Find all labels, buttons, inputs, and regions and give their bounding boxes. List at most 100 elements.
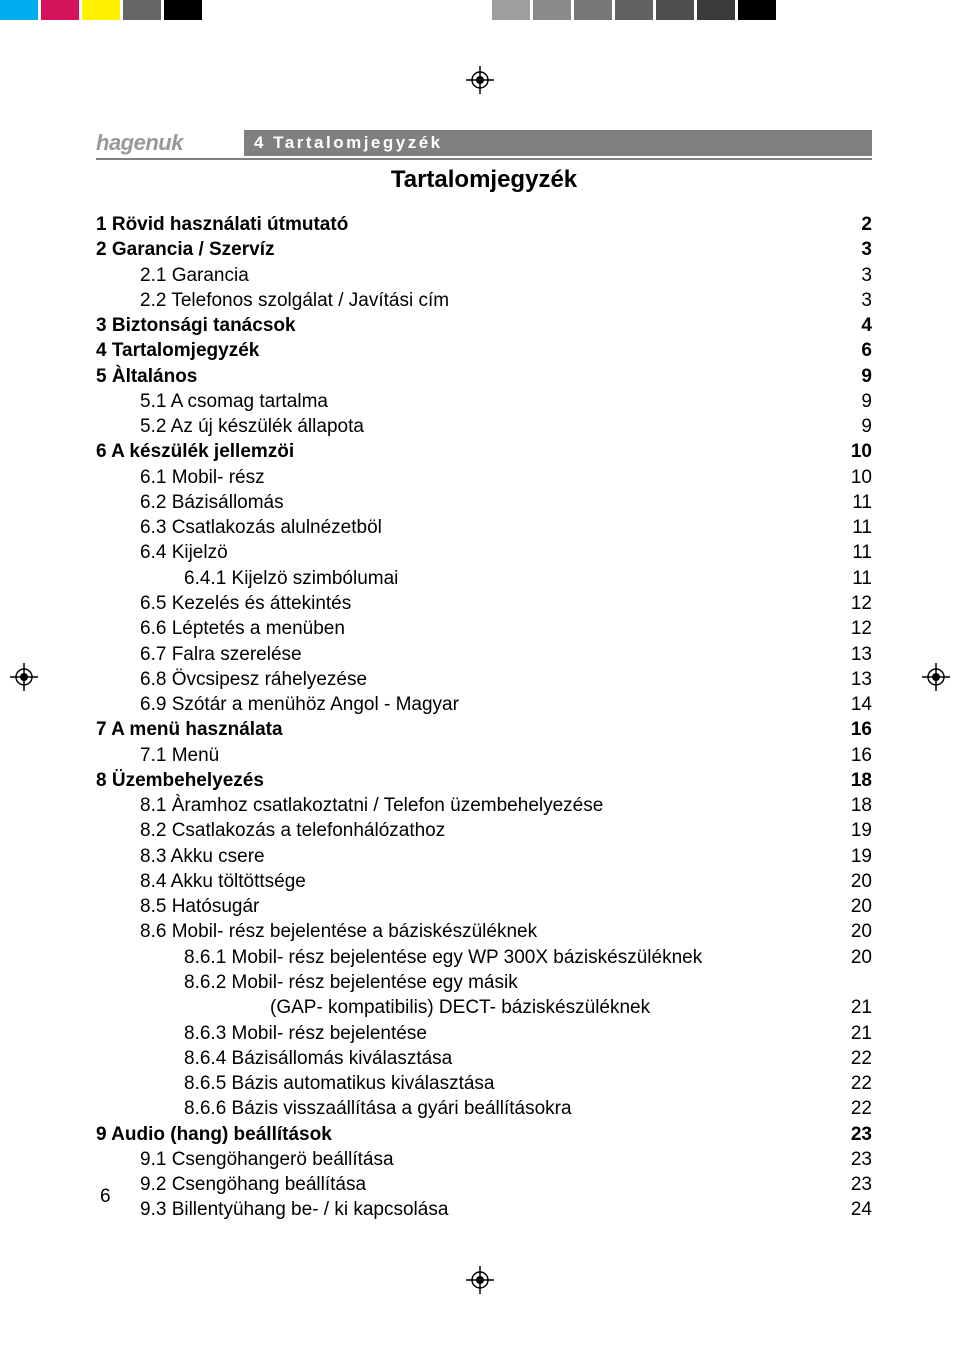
toc-row: 8.6.4 Bázisállomás kiválasztása 22: [184, 1046, 872, 1071]
toc-page: 9: [861, 414, 872, 439]
toc-page: 9: [861, 364, 872, 389]
toc-label: 7.1 Menü: [140, 743, 219, 768]
toc-page: 23: [851, 1147, 872, 1172]
printer-color-bar: [0, 0, 960, 20]
toc-label: 8.6.4 Bázisállomás kiválasztása: [184, 1046, 452, 1071]
toc-row: 9.1 Csengöhangerö beállítása 23: [140, 1147, 872, 1172]
toc-label: 6.7 Falra szerelése: [140, 642, 302, 667]
header-row: hagenuk 4 Tartalomjegyzék: [96, 130, 872, 156]
color-swatch: [41, 0, 79, 20]
toc-label: 6.9 Szótár a menühöz Angol - Magyar: [140, 692, 459, 717]
color-swatch: [697, 0, 735, 20]
toc-page: 23: [851, 1172, 872, 1197]
toc-row: 3 Biztonsági tanácsok 4: [96, 313, 872, 338]
color-swatch: [656, 0, 694, 20]
toc-row: 6.4.1 Kijelzö szimbólumai11: [184, 566, 872, 591]
toc-label: 8.3 Akku csere: [140, 844, 265, 869]
toc-page: 19: [851, 844, 872, 869]
content-area: hagenuk 4 Tartalomjegyzék Tartalomjegyzé…: [96, 130, 872, 1223]
toc-row: 5.2 Az új készülék állapota9: [140, 414, 872, 439]
toc-row: 8.5 Hatósugár 20: [140, 894, 872, 919]
toc-page: 10: [851, 465, 872, 490]
toc-label: 6.1 Mobil- rész: [140, 465, 265, 490]
toc-page: 20: [851, 945, 872, 970]
toc-label: 8.6.6 Bázis visszaállítása a gyári beáll…: [184, 1096, 572, 1121]
toc-label: 6.2 Bázisállomás: [140, 490, 284, 515]
document-page: hagenuk 4 Tartalomjegyzék Tartalomjegyzé…: [0, 0, 960, 1354]
toc-label: 6.3 Csatlakozás alulnézetböl: [140, 515, 382, 540]
toc-label: 6.4.1 Kijelzö szimbólumai: [184, 566, 398, 591]
table-of-contents: 1 Rövid használati útmutató 2 2 Garancia /…: [96, 212, 872, 1223]
toc-page: 10: [851, 439, 872, 464]
color-swatch: [574, 0, 612, 20]
toc-page: 20: [851, 894, 872, 919]
toc-label: 4 Tartalomjegyzék: [96, 338, 259, 363]
toc-row: 9 Audio (hang) beállítások 23: [96, 1122, 872, 1147]
toc-label: 5 Àltalános: [96, 364, 197, 389]
toc-row: 8.2 Csatlakozás a telefonhálózathoz19: [140, 818, 872, 843]
color-swatch: [0, 0, 38, 20]
toc-label: 6.8 Övcsipesz ráhelyezése: [140, 667, 367, 692]
toc-row: 8.6.6 Bázis visszaállítása a gyári beáll…: [184, 1096, 872, 1121]
color-swatch: [533, 0, 571, 20]
toc-row: 8 Üzembehelyezés18: [96, 768, 872, 793]
toc-row: 8.6.1 Mobil- rész bejelentése egy WP 300…: [184, 945, 872, 970]
toc-page: 24: [851, 1197, 872, 1222]
toc-page: 6: [861, 338, 872, 363]
toc-page: 20: [851, 869, 872, 894]
toc-page: 16: [851, 743, 872, 768]
toc-label: 2.2 Telefonos szolgálat / Javítási cím: [140, 288, 449, 313]
toc-label: 2 Garancia / Szervíz: [96, 237, 275, 262]
toc-label: 3 Biztonsági tanácsok: [96, 313, 296, 338]
toc-row: 5.1 A csomag tartalma9: [140, 389, 872, 414]
toc-row: 8.6.2 Mobil- rész bejelentése egy másik: [184, 970, 872, 995]
registration-mark-right: [922, 663, 950, 691]
toc-page: 11: [852, 515, 872, 540]
toc-page: 18: [851, 793, 872, 818]
color-swatch: [492, 0, 530, 20]
toc-row: 6.3 Csatlakozás alulnézetböl 11: [140, 515, 872, 540]
toc-row: 2.1 Garancia 3: [140, 263, 872, 288]
toc-label: 1 Rövid használati útmutató: [96, 212, 348, 237]
toc-row: 7.1 Menü 16: [140, 743, 872, 768]
toc-page: 11: [852, 490, 872, 515]
toc-label: 8.4 Akku töltöttsége: [140, 869, 306, 894]
toc-row: 7 A menü használata16: [96, 717, 872, 742]
section-chip: 4 Tartalomjegyzék: [244, 130, 872, 156]
toc-label: 9 Audio (hang) beállítások: [96, 1122, 332, 1147]
toc-page: 2: [861, 212, 872, 237]
toc-label: 8.6.3 Mobil- rész bejelentése: [184, 1021, 427, 1046]
toc-page: 23: [851, 1122, 872, 1147]
toc-row: 6.6 Léptetés a menüben12: [140, 616, 872, 641]
toc-label: 6.5 Kezelés és áttekintés: [140, 591, 351, 616]
toc-row: 9.2 Csengöhang beállítása23: [140, 1172, 872, 1197]
toc-page: 19: [851, 818, 872, 843]
toc-page: 12: [851, 591, 872, 616]
toc-page: 9: [861, 389, 872, 414]
toc-page: 3: [861, 263, 872, 288]
toc-page: 18: [851, 768, 872, 793]
toc-label: (GAP- kompatibilis) DECT- báziskészülékn…: [270, 995, 650, 1020]
toc-label: 2.1 Garancia: [140, 263, 249, 288]
toc-label: 7 A menü használata: [96, 717, 283, 742]
toc-page: 4: [861, 313, 872, 338]
toc-row: 1 Rövid használati útmutató 2: [96, 212, 872, 237]
toc-row: 6.2 Bázisállomás 11: [140, 490, 872, 515]
toc-label: 9.1 Csengöhangerö beállítása: [140, 1147, 394, 1172]
page-number: 6: [100, 1186, 111, 1208]
toc-label: 6.4 Kijelzö: [140, 540, 228, 565]
toc-row: 6.4 Kijelzö 11: [140, 540, 872, 565]
toc-page: 13: [851, 667, 872, 692]
toc-row: (GAP- kompatibilis) DECT- báziskészülékn…: [270, 995, 872, 1020]
toc-page: 21: [851, 995, 872, 1020]
toc-page: 11: [852, 540, 872, 565]
color-swatch: [82, 0, 120, 20]
color-swatch: [738, 0, 776, 20]
toc-row: 9.3 Billentyühang be- / ki kapcsolása24: [140, 1197, 872, 1222]
brand-logo: hagenuk: [96, 130, 244, 156]
header-underline: [96, 158, 872, 160]
toc-row: 4 Tartalomjegyzék 6: [96, 338, 872, 363]
toc-row: 6.7 Falra szerelése13: [140, 642, 872, 667]
toc-label: 8.5 Hatósugár: [140, 894, 259, 919]
toc-page: 22: [851, 1046, 872, 1071]
